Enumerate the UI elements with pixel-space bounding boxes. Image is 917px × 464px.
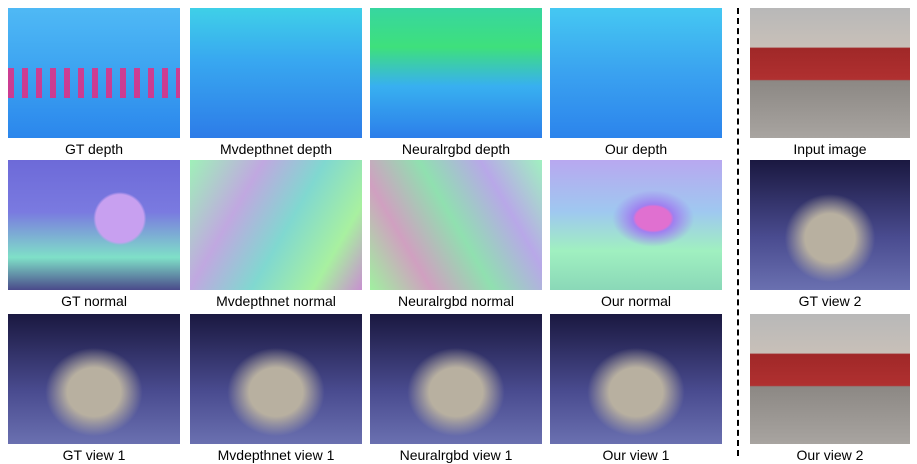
caption: Neuralrgbd depth <box>370 140 542 158</box>
caption: Mvdepthnet normal <box>190 292 362 310</box>
image-panel <box>370 160 542 290</box>
image-panel <box>8 160 180 290</box>
figure: GT depth Mvdepthnet depth Neuralrgbd depth… <box>0 0 917 464</box>
image-panel <box>190 160 362 290</box>
caption: Input image <box>750 140 910 158</box>
image-panel <box>750 8 910 138</box>
image-panel <box>370 8 542 138</box>
caption: Our view 2 <box>750 446 910 464</box>
image-panel <box>8 8 180 138</box>
separator <box>737 8 739 456</box>
caption: Our depth <box>550 140 722 158</box>
caption: Neuralrgbd normal <box>370 292 542 310</box>
image-panel <box>550 160 722 290</box>
caption: Our normal <box>550 292 722 310</box>
image-panel <box>190 314 362 444</box>
caption: GT view 1 <box>8 446 180 464</box>
caption: Mvdepthnet depth <box>190 140 362 158</box>
caption: GT view 2 <box>750 292 910 310</box>
caption: GT depth <box>8 140 180 158</box>
caption: Neuralrgbd view 1 <box>370 446 542 464</box>
caption: Our view 1 <box>550 446 722 464</box>
image-panel <box>550 314 722 444</box>
image-panel <box>750 160 910 290</box>
image-panel <box>750 314 910 444</box>
caption: Mvdepthnet view 1 <box>190 446 362 464</box>
caption: GT normal <box>8 292 180 310</box>
image-panel <box>550 8 722 138</box>
image-panel <box>8 314 180 444</box>
image-panel <box>190 8 362 138</box>
image-panel <box>370 314 542 444</box>
